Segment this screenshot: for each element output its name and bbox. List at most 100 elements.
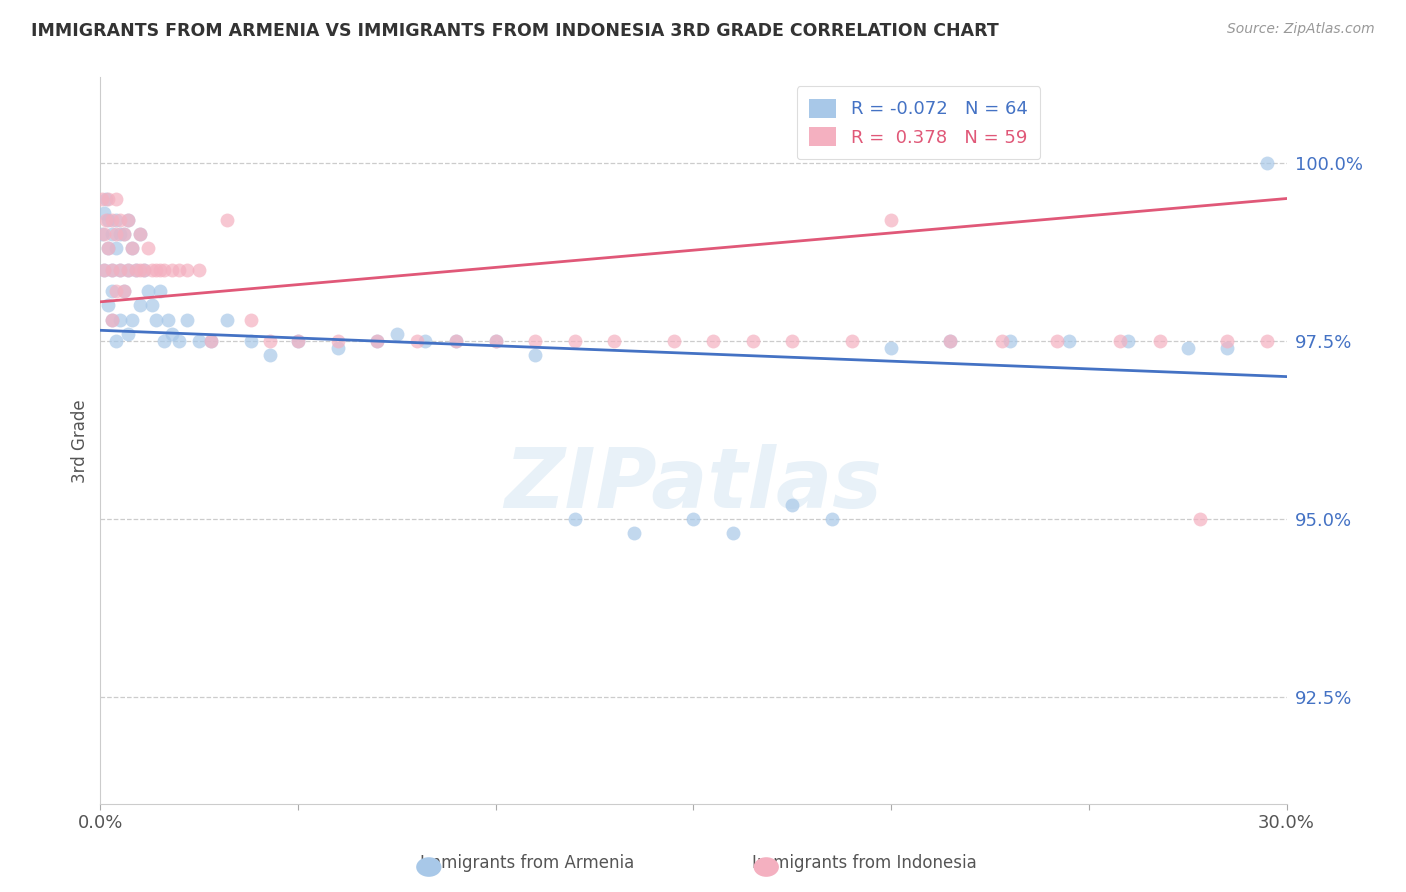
Point <box>1256 334 1278 348</box>
Point <box>326 341 349 355</box>
Point <box>821 512 844 526</box>
Text: IMMIGRANTS FROM ARMENIA VS IMMIGRANTS FROM INDONESIA 3RD GRADE CORRELATION CHART: IMMIGRANTS FROM ARMENIA VS IMMIGRANTS FR… <box>31 22 998 40</box>
Point <box>444 334 467 348</box>
Point <box>485 334 508 348</box>
Point <box>702 334 724 348</box>
Point <box>564 334 586 348</box>
Point <box>91 192 114 206</box>
Point <box>121 241 143 255</box>
Point <box>188 262 211 277</box>
Point <box>326 334 349 348</box>
Point <box>939 334 962 348</box>
Point <box>1216 341 1239 355</box>
Point <box>160 262 183 277</box>
Point <box>149 262 172 277</box>
Point <box>1188 512 1211 526</box>
Point <box>101 312 124 326</box>
Point <box>105 334 128 348</box>
Point <box>117 326 139 341</box>
Point <box>366 334 388 348</box>
Point <box>998 334 1021 348</box>
Point <box>97 213 120 227</box>
Point <box>117 213 139 227</box>
Point <box>112 227 135 241</box>
Point <box>128 262 150 277</box>
Point <box>105 227 128 241</box>
Point <box>141 262 163 277</box>
Point <box>125 262 148 277</box>
Legend: R = -0.072   N = 64, R =  0.378   N = 59: R = -0.072 N = 64, R = 0.378 N = 59 <box>797 87 1040 160</box>
Point <box>188 334 211 348</box>
Point <box>485 334 508 348</box>
Point <box>239 312 262 326</box>
Point <box>841 334 863 348</box>
Point <box>259 348 281 362</box>
Point <box>149 284 172 298</box>
Point <box>125 262 148 277</box>
Point <box>141 298 163 312</box>
Point <box>682 512 704 526</box>
Point <box>880 341 903 355</box>
Point <box>1177 341 1199 355</box>
Point <box>101 312 124 326</box>
Point <box>287 334 309 348</box>
Point <box>128 298 150 312</box>
Point <box>128 227 150 241</box>
Point <box>108 213 131 227</box>
Point <box>176 262 198 277</box>
Point <box>721 526 744 541</box>
Point <box>1046 334 1069 348</box>
Point <box>96 213 118 227</box>
Point <box>97 298 120 312</box>
Point <box>782 498 804 512</box>
Point <box>385 326 408 341</box>
Point <box>108 262 131 277</box>
Point <box>121 312 143 326</box>
Point <box>405 334 427 348</box>
Point <box>97 241 120 255</box>
Point <box>136 284 159 298</box>
Point <box>413 334 436 348</box>
Point <box>132 262 155 277</box>
Text: ZIPatlas: ZIPatlas <box>505 444 883 524</box>
Point <box>93 262 115 277</box>
Point <box>101 262 124 277</box>
Y-axis label: 3rd Grade: 3rd Grade <box>72 399 89 483</box>
Point <box>145 312 167 326</box>
Point <box>991 334 1014 348</box>
Point <box>101 227 124 241</box>
Point <box>1057 334 1080 348</box>
Point <box>366 334 388 348</box>
Point <box>108 227 131 241</box>
Point <box>1109 334 1132 348</box>
Point <box>93 206 115 220</box>
Point <box>105 213 128 227</box>
Point <box>117 262 139 277</box>
Point <box>128 227 150 241</box>
Point <box>176 312 198 326</box>
Point <box>215 213 238 227</box>
Point <box>112 284 135 298</box>
Point <box>105 192 128 206</box>
Point <box>136 241 159 255</box>
Point <box>1216 334 1239 348</box>
Point <box>152 262 174 277</box>
Point <box>117 262 139 277</box>
Point <box>96 192 118 206</box>
Point <box>101 213 124 227</box>
Point <box>200 334 222 348</box>
Point <box>741 334 763 348</box>
Point <box>603 334 626 348</box>
Point <box>93 227 115 241</box>
Point <box>132 262 155 277</box>
Point <box>524 348 547 362</box>
Point <box>105 284 128 298</box>
Point <box>93 262 115 277</box>
Point <box>200 334 222 348</box>
Text: Immigrants from Indonesia: Immigrants from Indonesia <box>752 855 977 872</box>
Point <box>782 334 804 348</box>
Point <box>108 262 131 277</box>
Point <box>259 334 281 348</box>
Point <box>160 326 183 341</box>
Point <box>939 334 962 348</box>
